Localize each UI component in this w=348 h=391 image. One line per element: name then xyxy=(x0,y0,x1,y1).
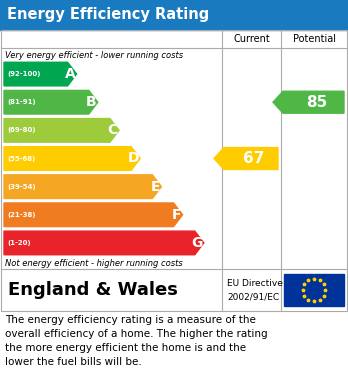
Text: C: C xyxy=(108,123,118,137)
Text: The energy efficiency rating is a measure of the
overall efficiency of a home. T: The energy efficiency rating is a measur… xyxy=(5,315,268,367)
Polygon shape xyxy=(4,175,161,199)
Text: 2002/91/EC: 2002/91/EC xyxy=(227,292,279,301)
Text: (81-91): (81-91) xyxy=(7,99,35,105)
Polygon shape xyxy=(4,90,98,114)
Text: F: F xyxy=(172,208,182,222)
Text: England & Wales: England & Wales xyxy=(8,281,178,299)
Polygon shape xyxy=(4,203,183,227)
Text: Very energy efficient - lower running costs: Very energy efficient - lower running co… xyxy=(5,50,183,59)
Text: G: G xyxy=(191,236,203,250)
Text: (55-68): (55-68) xyxy=(7,156,35,161)
Polygon shape xyxy=(4,147,140,170)
Polygon shape xyxy=(273,91,344,113)
Text: (1-20): (1-20) xyxy=(7,240,31,246)
Polygon shape xyxy=(4,231,204,255)
Text: Energy Efficiency Rating: Energy Efficiency Rating xyxy=(7,7,209,23)
Text: Current: Current xyxy=(233,34,270,44)
Bar xyxy=(1,30,347,311)
Text: A: A xyxy=(65,67,76,81)
Text: EU Directive: EU Directive xyxy=(227,280,283,289)
Polygon shape xyxy=(4,62,77,86)
Text: (21-38): (21-38) xyxy=(7,212,35,218)
Text: Not energy efficient - higher running costs: Not energy efficient - higher running co… xyxy=(5,258,183,267)
Text: 67: 67 xyxy=(243,151,265,166)
Bar xyxy=(0,0,348,30)
Text: Potential: Potential xyxy=(293,34,335,44)
Bar xyxy=(284,274,344,306)
Text: (92-100): (92-100) xyxy=(7,71,40,77)
Text: 85: 85 xyxy=(306,95,327,110)
Polygon shape xyxy=(4,118,119,142)
Text: B: B xyxy=(86,95,97,109)
Polygon shape xyxy=(214,147,278,169)
Text: D: D xyxy=(128,151,139,165)
Text: (39-54): (39-54) xyxy=(7,184,35,190)
Text: (69-80): (69-80) xyxy=(7,127,35,133)
Text: E: E xyxy=(151,179,160,194)
